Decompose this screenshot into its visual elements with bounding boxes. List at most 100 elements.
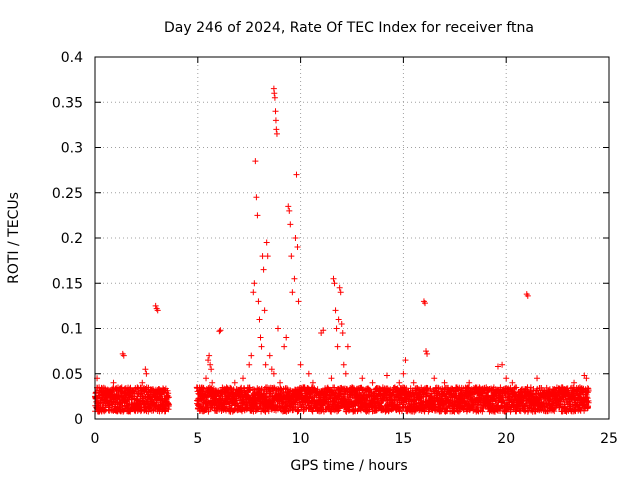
data-point [427, 393, 434, 400]
data-point [441, 401, 448, 408]
data-point [273, 126, 280, 133]
data-point [328, 375, 335, 382]
data-point [262, 361, 269, 368]
data-point [240, 375, 247, 382]
y-tick-label: 0.2 [61, 231, 83, 247]
data-point [120, 352, 127, 359]
data-point [369, 379, 376, 386]
data-point [441, 379, 448, 386]
data-point [558, 384, 565, 391]
data-point [479, 408, 486, 415]
data-point [273, 130, 280, 137]
data-point [286, 207, 293, 214]
data-point [379, 384, 386, 391]
data-point [421, 300, 428, 307]
data-point [423, 348, 430, 355]
data-point [142, 366, 149, 373]
x-tick-label: 0 [91, 431, 100, 447]
data-point [147, 396, 154, 403]
data-point [453, 384, 460, 391]
data-point [241, 385, 248, 392]
data-point [154, 307, 161, 314]
data-point [231, 379, 238, 386]
data-point [272, 108, 279, 115]
y-tick-label: 0.4 [61, 50, 83, 66]
data-point [330, 275, 337, 282]
data-point [266, 352, 273, 359]
data-point [334, 343, 341, 350]
data-point [122, 397, 129, 404]
data-point [583, 375, 590, 382]
data-point [396, 379, 403, 386]
data-point [126, 388, 133, 395]
data-point [410, 379, 417, 386]
data-point [490, 384, 497, 391]
data-point [246, 361, 253, 368]
data-point [163, 393, 170, 400]
data-point [263, 239, 270, 246]
y-tick-label: 0 [74, 412, 83, 428]
data-point [340, 361, 347, 368]
data-point [102, 388, 109, 395]
y-tick-label: 0.3 [61, 141, 83, 157]
data-point [213, 388, 220, 395]
data-point [146, 404, 153, 411]
data-point [203, 375, 210, 382]
data-point [131, 402, 138, 409]
data-point [509, 379, 516, 386]
data-point [546, 388, 553, 395]
y-tick-label: 0.05 [52, 367, 83, 383]
data-point [294, 244, 301, 251]
y-tick-label: 0.1 [61, 322, 83, 338]
data-point [305, 370, 312, 377]
data-point [571, 379, 578, 386]
data-point [349, 384, 355, 391]
data-point [159, 399, 166, 406]
data-point [447, 397, 454, 404]
data-point [164, 387, 171, 394]
y-tick-labels: 0 0.05 0.1 0.15 0.2 0.25 0.3 0.35 0.4 [52, 50, 83, 428]
data-point [359, 375, 366, 382]
data-point [118, 384, 125, 391]
data-point [320, 327, 327, 334]
data-point [217, 396, 224, 403]
data-point [216, 328, 223, 335]
data-point [165, 401, 172, 408]
data-point [564, 393, 571, 400]
data-point [402, 357, 409, 364]
data-point [274, 325, 281, 332]
data-point [268, 366, 275, 373]
data-point [345, 407, 352, 414]
data-point [143, 370, 150, 377]
data-point [400, 370, 407, 377]
x-tick-label: 20 [497, 431, 515, 447]
data-point [332, 307, 339, 314]
data-point [551, 408, 558, 415]
data-point [205, 357, 212, 364]
data-point [527, 384, 534, 391]
data-point [293, 171, 300, 178]
data-point [297, 361, 304, 368]
data-point [271, 94, 278, 101]
y-tick-label: 0.35 [52, 95, 83, 111]
data-point [248, 352, 255, 359]
data-point [577, 388, 584, 395]
data-point [494, 363, 501, 370]
data-point [584, 395, 591, 402]
data-point [339, 330, 346, 337]
data-point [289, 289, 296, 296]
data-point [285, 203, 292, 210]
data-point [515, 388, 522, 395]
data-point [333, 325, 340, 332]
data-point [309, 379, 316, 386]
data-point [255, 298, 262, 305]
data-point [114, 393, 121, 400]
data-point [431, 375, 438, 382]
data-point [155, 388, 162, 395]
data-point [253, 194, 260, 201]
data-point [363, 388, 370, 395]
data-point [256, 316, 263, 323]
data-point [335, 316, 342, 323]
data-point [291, 275, 298, 282]
